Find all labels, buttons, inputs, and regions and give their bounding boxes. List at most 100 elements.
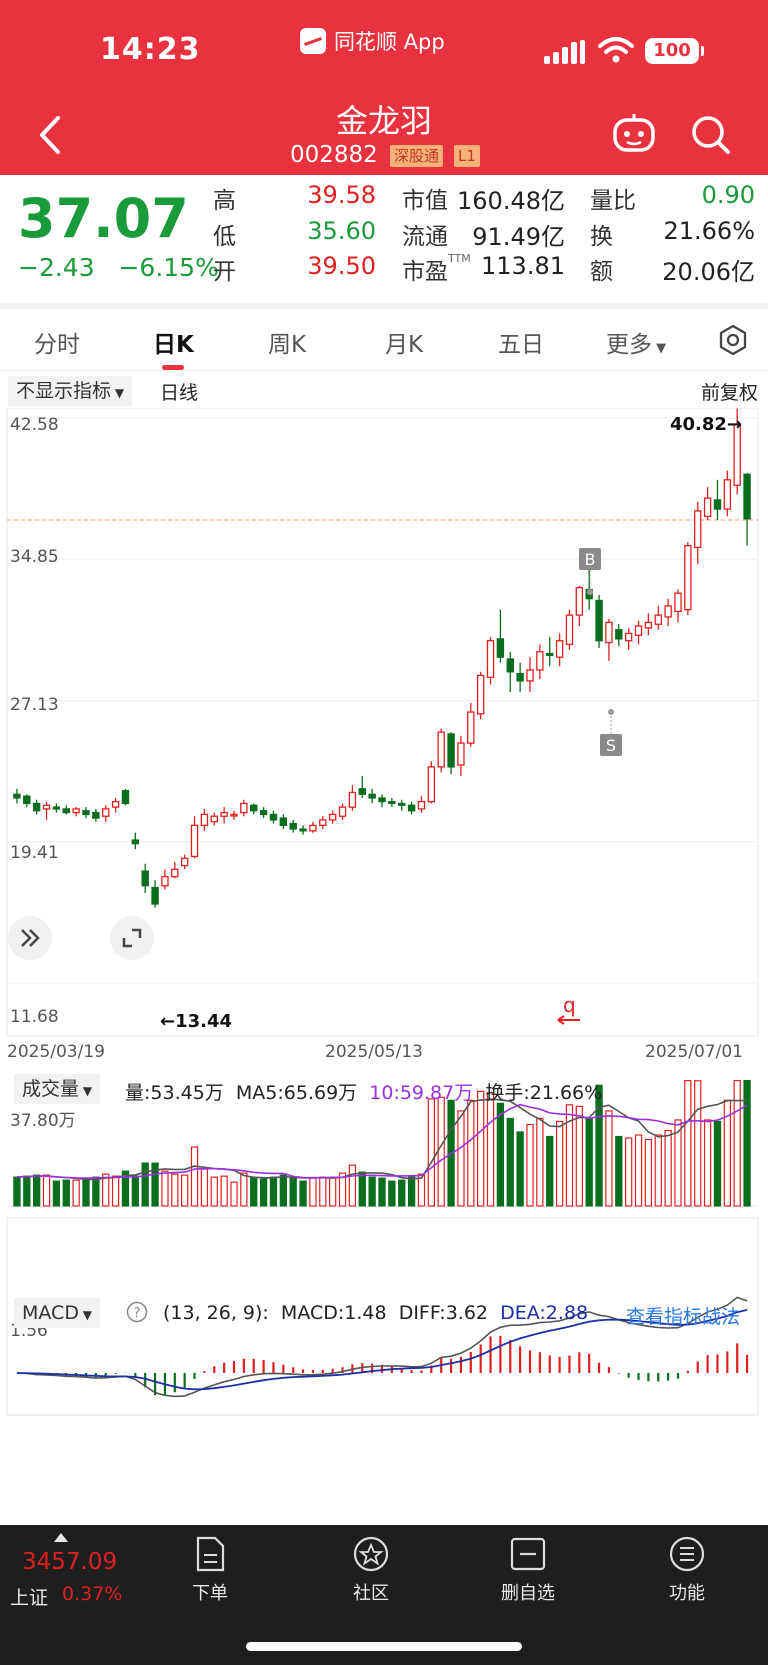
mktcap-value: 160.48亿 — [457, 187, 565, 215]
level-badge: L1 — [454, 145, 480, 167]
volume-bar — [33, 1174, 41, 1207]
candle-body — [605, 621, 613, 644]
volume-ma5-line — [16, 1098, 748, 1181]
volume-bar — [703, 1119, 712, 1207]
volume-bar — [467, 1099, 475, 1207]
y-label-top: 42.58 — [10, 415, 59, 435]
candle-body — [615, 629, 623, 640]
volume-turnover: 换手:21.66% — [485, 1082, 603, 1104]
float-value: 91.49亿 — [472, 223, 565, 251]
active-tab-indicator — [162, 365, 184, 370]
candle-body — [161, 875, 169, 887]
candle-body — [200, 813, 209, 827]
mktcap-label: 市值 — [402, 188, 448, 214]
candle-body — [92, 811, 100, 819]
turnover-value: 21.66% — [663, 217, 755, 245]
low-label: 低 — [213, 224, 236, 250]
fullscreen-button[interactable] — [110, 916, 154, 960]
back-arrow-icon[interactable] — [32, 112, 68, 158]
y-label-bottom: 11.68 — [10, 1007, 59, 1027]
search-icon[interactable] — [690, 114, 732, 156]
candle-body — [62, 808, 70, 814]
candle-body — [536, 651, 544, 671]
volume-bar — [92, 1176, 100, 1207]
open-value: 39.50 — [307, 252, 376, 280]
nav-place-order[interactable]: 下单 — [165, 1535, 255, 1605]
view-indicator-strategy-link[interactable]: 查看指标战法 — [626, 1306, 741, 1328]
float-label: 流通 — [402, 224, 448, 250]
volume-bar — [240, 1172, 248, 1207]
chart-subbar: 不显示指标 ▼ 日线 前复权 — [0, 372, 768, 408]
macd-diff: DIFF:3.62 — [398, 1302, 489, 1324]
shenzhen-connect-badge: 深股通 — [390, 145, 444, 167]
pe-ttm-superscript: TTM — [448, 252, 471, 265]
indicator-selector[interactable]: 不显示指标 ▼ — [8, 376, 133, 406]
macd-info: (13, 26, 9): MACD:1.48 DIFF:3.62 DEA:2.8… — [163, 1302, 588, 1324]
volume-bar — [546, 1135, 554, 1207]
volume-bar — [457, 1110, 465, 1207]
candle-body — [624, 632, 633, 642]
volume-bar — [664, 1129, 672, 1207]
candle-body — [407, 804, 416, 812]
expand-sidebar-button[interactable] — [8, 916, 52, 960]
nav-functions[interactable]: 功能 — [642, 1535, 732, 1605]
volume-indicator-selector[interactable]: 成交量 ▼ — [14, 1074, 101, 1104]
double-chevron-right-icon — [21, 929, 40, 947]
cellular-signal-icon — [544, 40, 586, 64]
period-tabs: 分时 日K 周K 月K 五日 更多 ▼ — [0, 309, 768, 371]
candle-body — [111, 800, 120, 808]
tab-daily-k[interactable]: 日K — [153, 332, 194, 358]
index-value[interactable]: 3457.09 — [22, 1549, 118, 1575]
tab-five-day[interactable]: 五日 — [498, 332, 544, 358]
volume-bar — [190, 1146, 199, 1207]
index-name: 上证 — [10, 1587, 49, 1609]
candle-body — [269, 813, 278, 821]
candle-body — [220, 811, 228, 817]
volume-bar — [161, 1170, 169, 1207]
candle-body — [457, 742, 465, 766]
volume-bar — [151, 1162, 159, 1207]
volume-ma10-line — [16, 1103, 748, 1179]
volume-bar — [23, 1175, 31, 1207]
wifi-icon — [598, 37, 634, 63]
tab-intraday[interactable]: 分时 — [34, 332, 80, 358]
nav-remove-watchlist[interactable]: 删自选 — [483, 1535, 573, 1605]
home-indicator[interactable] — [246, 1642, 522, 1651]
tab-weekly-k[interactable]: 周K — [268, 332, 307, 358]
volume-bar — [250, 1177, 258, 1207]
macd-help-icon[interactable]: ? — [126, 1301, 148, 1328]
candle-body — [72, 808, 80, 814]
volume-ma10: 10:59.87万 — [369, 1082, 474, 1104]
candle-body — [210, 815, 218, 823]
candle-body — [82, 810, 90, 816]
kline-grid — [7, 417, 758, 984]
volume-bar — [506, 1117, 514, 1207]
buy-marker-dot — [587, 589, 593, 595]
volume-bar — [358, 1171, 366, 1207]
volume-bar — [595, 1084, 603, 1207]
settings-hexagon-icon[interactable] — [716, 323, 750, 357]
macd-indicator-selector[interactable]: MACD ▼ — [14, 1298, 101, 1328]
volume-bar — [52, 1180, 61, 1207]
volume-bar — [289, 1176, 297, 1207]
candle-body — [279, 817, 288, 827]
price-adjust-toggle[interactable]: 前复权 — [700, 382, 758, 404]
candle-body — [713, 499, 722, 510]
tab-more[interactable]: 更多 ▼ — [606, 332, 667, 358]
candle-body — [13, 793, 21, 799]
robot-assistant-icon[interactable] — [612, 112, 656, 154]
volume-bar — [141, 1162, 149, 1207]
volume-bars-group — [13, 1079, 751, 1207]
candle-body — [575, 587, 584, 616]
stock-code: 002882 — [290, 142, 378, 168]
volratio-label: 量比 — [590, 188, 636, 214]
volume-bar — [388, 1180, 396, 1207]
tonghuashun-logo-icon — [300, 28, 326, 54]
volume-bar — [536, 1117, 544, 1207]
candle-body — [23, 795, 31, 805]
kline-chart[interactable]: 42.58 34.85 27.13 19.41 11.68 40.82→ ←13… — [0, 408, 768, 1523]
volume-bar — [13, 1176, 21, 1207]
tab-monthly-k[interactable]: 月K — [385, 332, 424, 358]
chart-area: 42.58 34.85 27.13 19.41 11.68 40.82→ ←13… — [0, 408, 768, 1523]
nav-community[interactable]: 社区 — [326, 1535, 416, 1605]
